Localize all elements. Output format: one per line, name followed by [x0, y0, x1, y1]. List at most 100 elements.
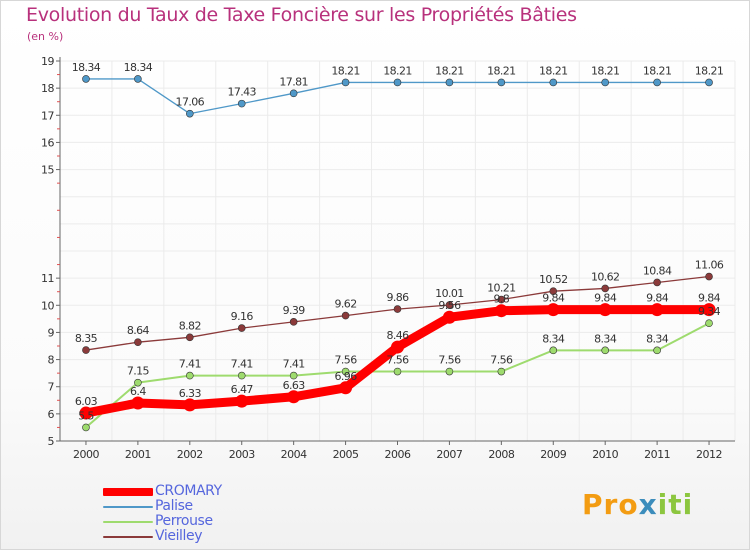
data-point-perrouse: [653, 346, 661, 355]
data-point-cromary: [235, 394, 249, 408]
series-layer: [79, 75, 716, 432]
data-point-cromary: [546, 303, 560, 317]
data-point-cromary: [702, 303, 716, 317]
data-point-palise: [445, 78, 454, 87]
data-label-palise: 18.21: [331, 64, 360, 77]
data-label-vieilley: 10.52: [539, 273, 568, 286]
data-point-palise: [82, 75, 90, 83]
x-tick-label: 2004: [281, 448, 307, 461]
data-label-palise: 18.21: [435, 64, 464, 77]
data-point-cromary: [650, 303, 664, 317]
data-point-palise: [601, 78, 609, 87]
axes: 5 6 7 8 9 10 11 15 16 17 18 19 2000 2001 2002 2003 2004 2…: [41, 55, 735, 461]
data-point-cromary: [339, 381, 353, 395]
data-point-cromary: [391, 340, 404, 354]
data-point-vieilley: [82, 346, 90, 354]
data-label-cromary: 9.84: [594, 292, 617, 305]
data-point-palise: [705, 78, 713, 87]
y-tick-label: 5: [48, 435, 55, 448]
data-label-cromary: 6.63: [283, 379, 306, 392]
data-label-vieilley: 8.82: [179, 319, 201, 332]
data-label-vieilley: 10.01: [435, 287, 464, 300]
proxiti-logo: Proxiti: [582, 488, 693, 521]
data-label-perrouse: 7.56: [490, 354, 513, 367]
chart-title: Evolution du Taux de Taxe Foncière sur l…: [26, 4, 577, 26]
data-point-vieilley: [549, 287, 558, 295]
data-point-palise: [134, 75, 142, 83]
y-tick-label: 16: [41, 136, 54, 149]
data-label-cromary: 9.8: [493, 293, 509, 306]
x-tick-label: 2006: [385, 448, 411, 461]
data-point-perrouse: [497, 367, 506, 376]
data-label-cromary: 8.46: [386, 329, 409, 342]
y-tick-label: 18: [41, 82, 54, 95]
data-point-vieilley: [289, 318, 298, 326]
logo-part-3: iti: [657, 488, 694, 521]
data-label-vieilley: 10.84: [643, 264, 672, 277]
data-point-perrouse: [186, 371, 194, 380]
data-point-perrouse: [549, 346, 558, 355]
data-label-palise: 18.34: [72, 61, 101, 74]
data-label-palise: 18.21: [695, 64, 724, 77]
data-point-cromary: [442, 310, 456, 324]
x-tick-label: 2007: [436, 448, 462, 461]
legend-swatch-cromary: [103, 488, 153, 496]
data-point-palise: [289, 89, 298, 98]
legend-swatch-perrouse: [103, 521, 153, 523]
data-label-palise: 18.21: [487, 64, 516, 77]
data-point-vieilley: [134, 338, 142, 347]
chart-unit-label: (en %): [27, 30, 64, 43]
logo-part-1: Pro: [582, 488, 639, 521]
data-label-perrouse: 7.56: [386, 354, 409, 367]
data-label-vieilley: 8.35: [75, 332, 98, 345]
x-tick-label: 2000: [73, 448, 99, 461]
data-label-perrouse: 8.34: [542, 332, 565, 345]
data-point-perrouse: [82, 423, 90, 432]
data-label-perrouse: 7.15: [127, 365, 150, 378]
y-tick-label: 9: [48, 326, 55, 339]
data-point-perrouse: [601, 346, 609, 355]
data-point-palise: [341, 78, 350, 87]
data-point-palise: [237, 99, 246, 108]
data-label-palise: 18.21: [643, 64, 672, 77]
data-point-perrouse: [134, 378, 142, 387]
data-label-vieilley: 9.16: [231, 310, 254, 323]
data-label-perrouse: 8.34: [646, 332, 669, 345]
data-labels: 6.036.4 6.33 6.47 6.636.968.469.569.8 9.84 9.…: [72, 61, 725, 423]
data-point-vieilley: [601, 284, 609, 293]
data-label-vieilley: 9.62: [335, 298, 357, 311]
data-label-palise: 18.21: [539, 64, 568, 77]
data-label-palise: 17.43: [227, 86, 256, 99]
data-point-vieilley: [186, 333, 194, 342]
x-tick-label: 2003: [229, 448, 255, 461]
data-label-palise: 17.81: [279, 75, 308, 88]
x-tick-label: 2012: [696, 448, 722, 461]
x-tick-label: 2005: [333, 448, 359, 461]
data-label-vieilley: 9.39: [283, 304, 306, 317]
data-label-vieilley: 8.64: [127, 324, 150, 337]
data-point-palise: [549, 78, 558, 87]
data-label-cromary: 9.84: [698, 292, 721, 305]
x-tick-label: 2009: [540, 448, 566, 461]
y-tick-label: 17: [41, 109, 54, 122]
data-label-cromary: 6.03: [75, 395, 98, 408]
legend-swatch-vieilley: [103, 536, 153, 538]
data-label-cromary: 6.47: [231, 383, 254, 396]
data-point-perrouse: [445, 367, 454, 376]
data-label-perrouse: 8.34: [594, 332, 617, 345]
data-label-cromary: 6.4: [130, 385, 146, 398]
data-point-palise: [653, 78, 661, 87]
data-label-vieilley: 9.86: [386, 291, 409, 304]
data-point-cromary: [598, 303, 612, 317]
data-label-palise: 18.21: [591, 64, 620, 77]
data-point-cromary: [183, 398, 197, 412]
data-point-vieilley: [393, 305, 402, 313]
x-tick-label: 2010: [592, 448, 618, 461]
data-point-palise: [186, 109, 194, 118]
data-point-cromary: [79, 406, 93, 420]
data-label-cromary: 9.56: [438, 299, 461, 312]
data-label-cromary: 6.96: [335, 370, 358, 383]
data-point-perrouse: [237, 371, 246, 380]
